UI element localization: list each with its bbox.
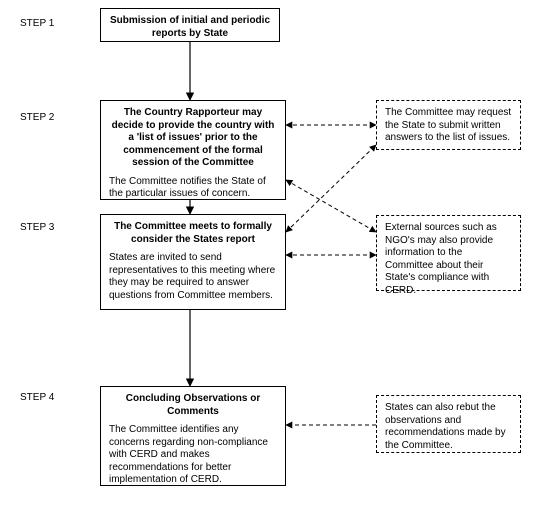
flowchart-canvas: STEP 1 STEP 2 STEP 3 STEP 4 Submission o…	[0, 0, 542, 508]
box-step4: Concluding Observations or Comments The …	[100, 386, 286, 486]
box-step3-sub: States are invited to send representativ…	[109, 252, 277, 302]
sidebox-3: States can also rebut the observations a…	[376, 395, 521, 453]
box-step1-title: Submission of initial and periodic repor…	[109, 15, 271, 40]
box-step2: The Country Rapporteur may decide to pro…	[100, 100, 286, 200]
step-label-3: STEP 3	[20, 222, 54, 233]
step-label-4: STEP 4	[20, 392, 54, 403]
sidebox-1-text: The Committee may request the State to s…	[385, 107, 511, 143]
box-step2-sub: The Committee notifies the State of the …	[109, 176, 277, 201]
box-step3: The Committee meets to formally consider…	[100, 214, 286, 310]
sidebox-2: External sources such as NGO's may also …	[376, 215, 521, 291]
sidebox-2-text: External sources such as NGO's may also …	[385, 222, 497, 296]
sidebox-3-text: States can also rebut the observations a…	[385, 402, 506, 451]
box-step4-title: Concluding Observations or Comments	[109, 393, 277, 418]
box-step1: Submission of initial and periodic repor…	[100, 8, 280, 42]
box-step4-sub: The Committee identifies any concerns re…	[109, 424, 277, 487]
step-label-1: STEP 1	[20, 18, 54, 29]
box-step2-title: The Country Rapporteur may decide to pro…	[109, 107, 277, 170]
step-label-2: STEP 2	[20, 112, 54, 123]
box-step3-title: The Committee meets to formally consider…	[109, 221, 277, 246]
sidebox-1: The Committee may request the State to s…	[376, 100, 521, 150]
